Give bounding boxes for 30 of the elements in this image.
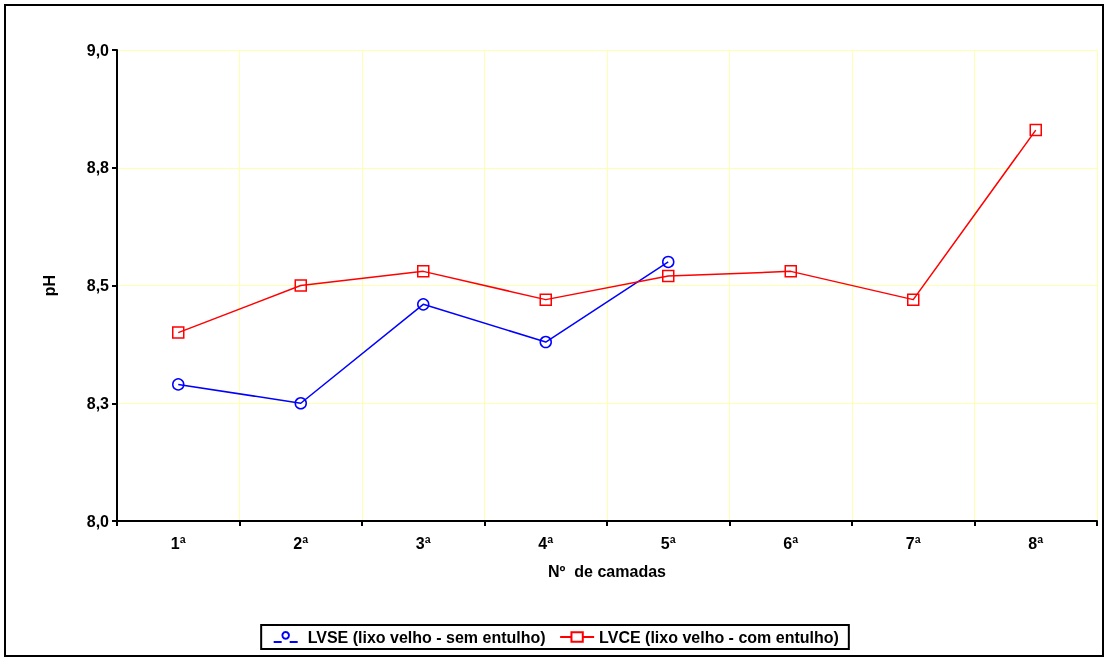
x-tick-label: 1ª xyxy=(170,534,186,552)
x-tick-label: 5ª xyxy=(660,534,676,552)
point xyxy=(539,335,552,349)
y-tick-label: 8,5 xyxy=(86,277,110,294)
point xyxy=(172,326,185,339)
x-tick-label: 3ª xyxy=(415,534,431,552)
y-tick-label: 8,0 xyxy=(86,512,110,530)
x-tick-label: 6ª xyxy=(783,534,799,552)
x-tick-label: 8ª xyxy=(1028,534,1044,552)
legend-label: LVSE (lixo velho - sem entulho) xyxy=(307,628,546,646)
x-tick-label: 7ª xyxy=(905,534,921,552)
point xyxy=(294,397,307,410)
x-tick-label: 2ª xyxy=(293,534,309,552)
x-axis-title: Nº de camadas xyxy=(548,562,667,580)
point xyxy=(784,265,797,278)
x-tick-label: 4ª xyxy=(538,534,554,552)
point xyxy=(417,298,430,311)
y-axis-title: pH xyxy=(40,274,58,297)
point xyxy=(662,269,675,283)
point xyxy=(172,378,185,391)
point xyxy=(417,265,430,278)
point xyxy=(907,293,920,306)
point xyxy=(539,293,552,306)
y-tick-label: 9,0 xyxy=(86,41,110,59)
y-tick-label: 8,8 xyxy=(86,159,110,177)
legend-label: LVCE (lixo velho - com entulho) xyxy=(599,628,839,646)
y-tick-label: 8,3 xyxy=(86,394,110,412)
point xyxy=(1029,123,1042,137)
point xyxy=(294,279,307,292)
point xyxy=(662,255,675,269)
